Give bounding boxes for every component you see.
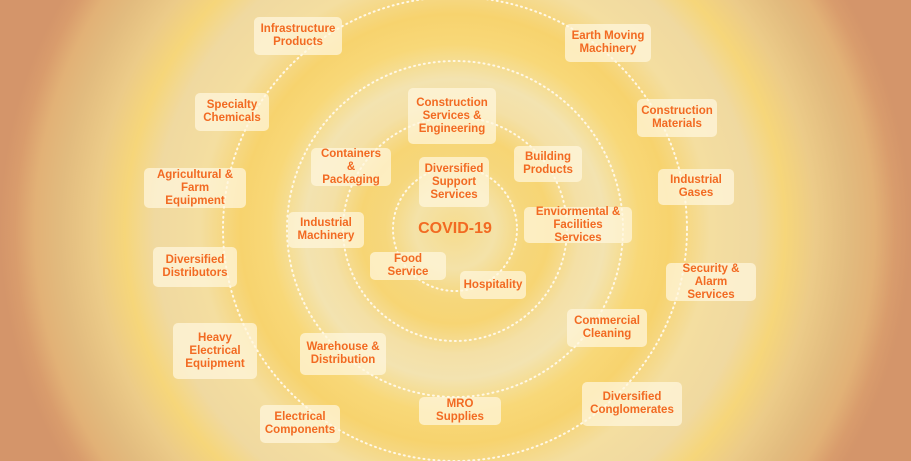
sector-node: Earth Moving Machinery — [565, 24, 651, 62]
sector-node: Warehouse & Distribution — [300, 333, 386, 375]
sector-node: Commercial Cleaning — [567, 309, 647, 347]
ring-4 — [222, 0, 688, 461]
sector-node: MRO Supplies — [419, 397, 501, 425]
sector-node: Hospitality — [460, 271, 526, 299]
sector-node: Agricultural & Farm Equipment — [144, 168, 246, 208]
sector-node: Electrical Components — [260, 405, 340, 443]
sector-node: Enviormental & Facilities Services — [524, 206, 632, 244]
sector-node: Diversified Conglomerates — [582, 382, 682, 426]
sector-node: Heavy Electrical Equipment — [173, 323, 257, 379]
sector-node: Specialty Chemicals — [195, 93, 269, 131]
sector-node: Security & Alarm Services — [666, 263, 756, 301]
sector-node: Construction Materials — [637, 99, 717, 137]
sector-node: Infrastructure Products — [254, 17, 342, 55]
sector-node: Containers & Packaging — [311, 148, 391, 186]
sector-node: Industrial Gases — [658, 169, 734, 205]
sector-node: Industrial Machinery — [288, 212, 364, 248]
sector-node: Diversified Distributors — [153, 247, 237, 287]
sector-node: Construction Services & Engineering — [408, 88, 496, 144]
sector-node: Diversified Support Services — [419, 157, 489, 207]
sector-node: Building Products — [514, 146, 582, 182]
center-label: COVID-19 — [418, 220, 492, 237]
sector-node: Food Service — [370, 252, 446, 280]
